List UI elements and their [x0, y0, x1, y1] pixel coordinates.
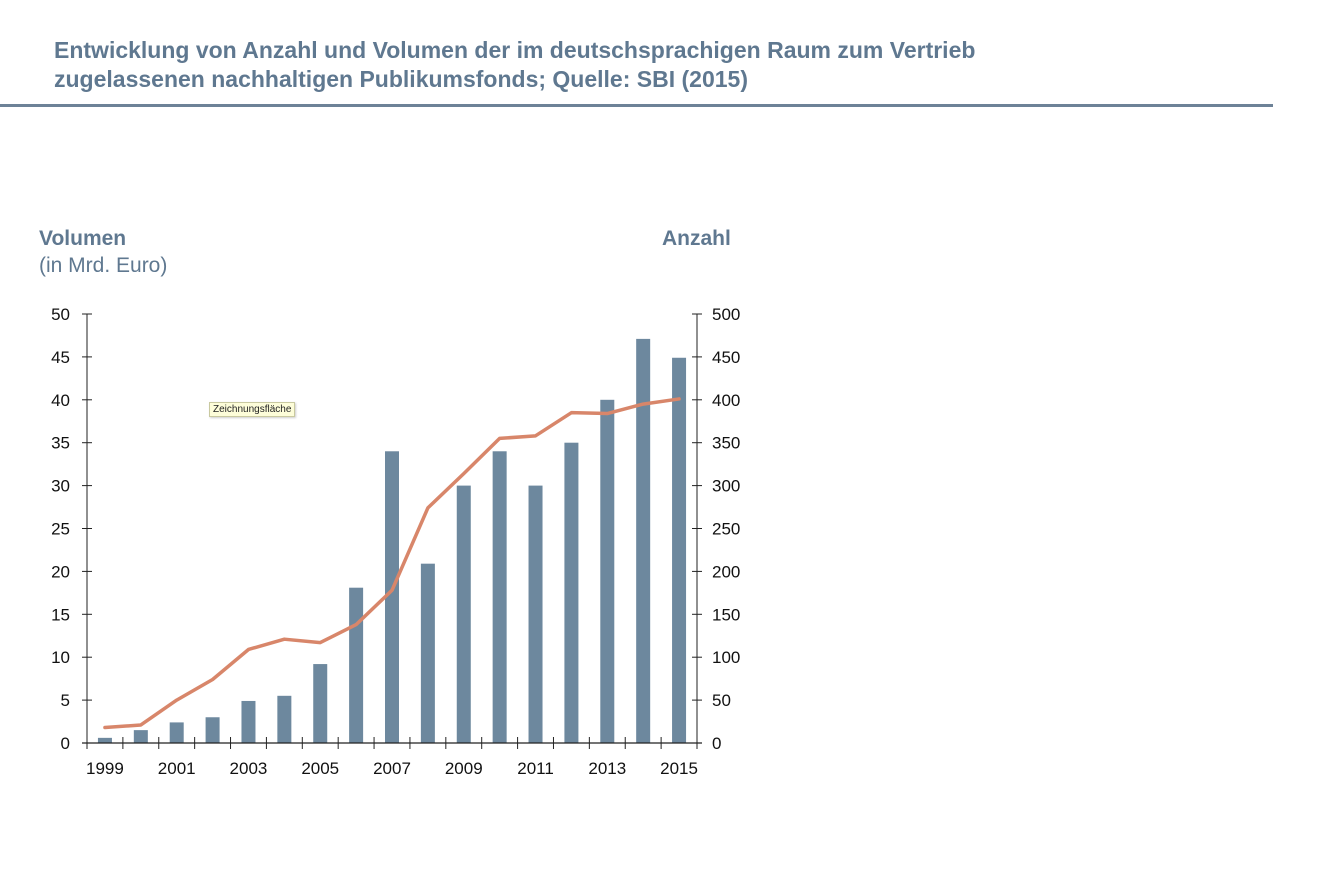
bar-2007 — [385, 451, 399, 743]
left-axis-label: Volumen (in Mrd. Euro) — [39, 225, 167, 279]
right-tick-label: 250 — [712, 520, 740, 539]
bar-2011 — [528, 485, 543, 743]
bar-2013 — [600, 399, 615, 743]
bar-2012 — [564, 442, 579, 743]
right-tick-label: 400 — [712, 391, 740, 410]
right-tick-label: 300 — [712, 477, 740, 496]
right-tick-label: 50 — [712, 691, 731, 710]
left-tick-label: 25 — [51, 520, 70, 539]
bar-2001 — [169, 722, 184, 743]
left-tick-label: 40 — [51, 391, 70, 410]
bar-2002 — [205, 717, 220, 743]
left-tick-label: 15 — [51, 605, 70, 624]
x-tick-label: 2011 — [517, 759, 554, 778]
left-tick-label: 50 — [51, 305, 70, 324]
bar-2000 — [133, 730, 148, 743]
right-axis-title: Anzahl — [662, 227, 731, 250]
x-tick-label: 2003 — [230, 759, 268, 778]
left-tick-label: 30 — [51, 477, 70, 496]
left-tick-label: 20 — [51, 562, 70, 581]
bar-2003 — [241, 700, 256, 743]
tooltip: Zeichnungsfläche — [209, 402, 296, 417]
right-tick-label: 200 — [712, 562, 740, 581]
chart-title-line-2: zugelassenen nachhaltigen Publikumsfonds… — [54, 66, 748, 92]
bar-2008 — [420, 563, 435, 743]
chart-title-line-1: Entwicklung von Anzahl und Volumen der i… — [54, 37, 976, 63]
x-tick-label: 2005 — [301, 759, 339, 778]
right-tick-label: 500 — [712, 305, 740, 324]
left-axis-title: Volumen — [39, 227, 127, 250]
x-tick-label: 2015 — [660, 759, 698, 778]
bar-1999 — [97, 737, 112, 743]
bar-2015 — [672, 357, 687, 743]
x-tick-label: 2001 — [158, 759, 196, 778]
right-tick-label: 100 — [712, 648, 740, 667]
left-tick-label: 10 — [51, 648, 70, 667]
bar-2009 — [456, 485, 471, 743]
right-tick-label: 450 — [712, 348, 740, 367]
x-tick-label: 1999 — [86, 759, 124, 778]
title-divider — [0, 104, 1273, 107]
chart-title: Entwicklung von Anzahl und Volumen der i… — [54, 36, 1254, 94]
bar-2014 — [636, 338, 651, 743]
bar-2005 — [313, 664, 328, 743]
left-tick-label: 0 — [61, 734, 70, 753]
x-tick-label: 2013 — [588, 759, 626, 778]
left-axis-subtitle: (in Mrd. Euro) — [39, 254, 168, 277]
right-tick-label: 350 — [712, 434, 740, 453]
bar-2010 — [492, 451, 507, 743]
left-tick-label: 5 — [61, 691, 70, 710]
x-tick-label: 2007 — [373, 759, 411, 778]
x-tick-label: 2009 — [445, 759, 483, 778]
bar-2006 — [349, 587, 364, 743]
left-tick-label: 45 — [51, 348, 70, 367]
left-tick-label: 35 — [51, 434, 70, 453]
bar-2004 — [277, 695, 292, 743]
right-tick-label: 150 — [712, 605, 740, 624]
right-tick-label: 0 — [712, 734, 721, 753]
